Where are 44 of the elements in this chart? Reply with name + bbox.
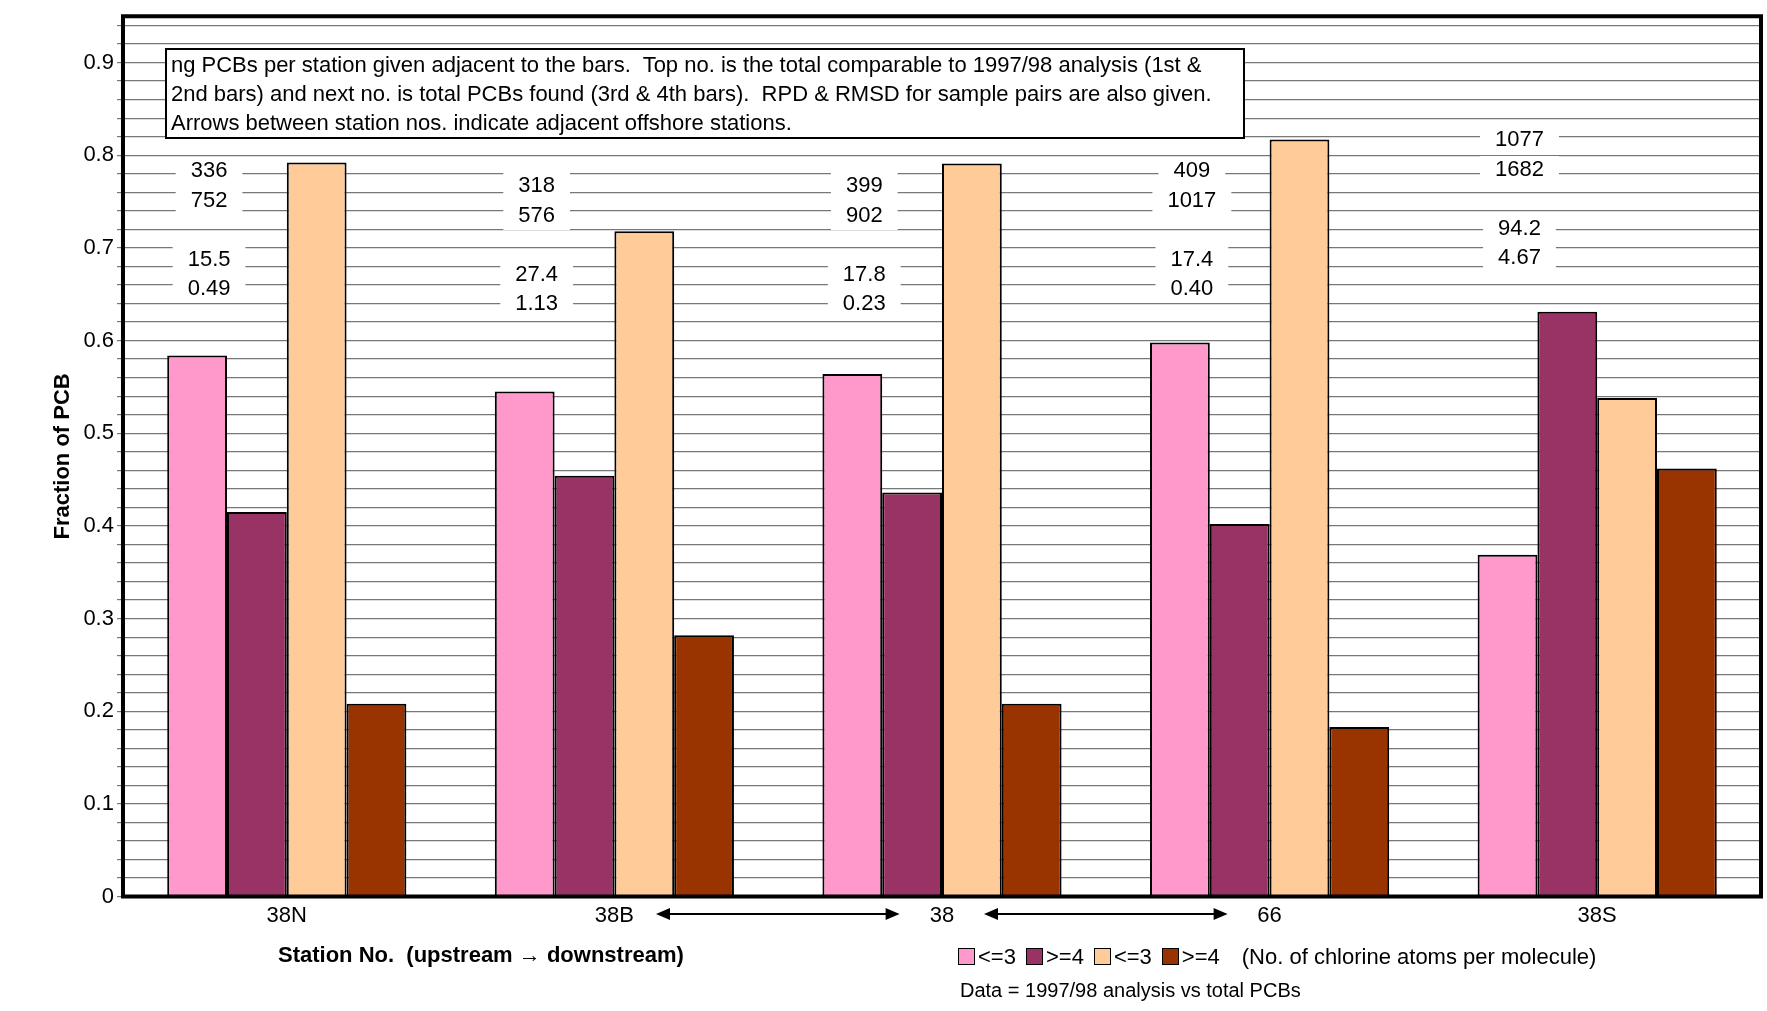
annotation: 17.4 [1170, 246, 1214, 272]
annotation: 336 [190, 157, 228, 183]
x-tick-label: 38B [594, 901, 634, 927]
x-tick-label: 38S [1577, 901, 1617, 927]
annotation: ng PCBs per station given adjacent to the bars. Top no. is the total comparable to 1997/98 analysis (1st & 2nd bars) and next no. is total PCBs found (3rd & 4th bars). RPD & RMSD for sample pairs are also given. Arrows between station nos. indicate adjacent offshore stations. [164, 48, 1245, 140]
annotation: 0.40 [1170, 275, 1214, 301]
annotation: 27.4 [515, 261, 559, 287]
legend-label: <=3 [978, 943, 1016, 970]
y-tick-label: 0.4 [83, 511, 114, 537]
y-axis-title: Fraction of PCB [49, 373, 75, 540]
y-tick-label: 0 [101, 882, 114, 908]
annotation: 15.5 [187, 246, 231, 272]
annotation: 752 [190, 187, 228, 213]
annotation: 409 [1173, 157, 1211, 183]
legend-title: (No. of chlorine atoms per molecule) [1241, 943, 1597, 970]
y-tick-label: 0.5 [83, 419, 114, 445]
annotation: 576 [518, 202, 556, 228]
y-tick-label: 0.8 [83, 141, 114, 167]
x-tick-label: 38N [266, 901, 307, 927]
text: Data = 1997/98 analysis vs total PCBs [960, 978, 1301, 1002]
annotation: 1.13 [515, 290, 559, 316]
x-tick-label: 38 [929, 901, 955, 927]
annotation: 318 [518, 172, 556, 198]
y-tick-label: 0.1 [83, 789, 114, 815]
x-tick-label: 66 [1257, 901, 1282, 927]
annotation: 0.23 [842, 290, 886, 316]
y-tick-label: 0.2 [83, 697, 114, 723]
annotation: 1682 [1495, 156, 1544, 182]
annotation: 94.2 [1498, 215, 1541, 241]
y-tick-label: 0.3 [83, 604, 114, 630]
legend-label: >=4 [1045, 943, 1084, 970]
annotation: 1017 [1167, 187, 1217, 213]
annotation: 902 [845, 202, 883, 228]
annotation: 0.49 [187, 275, 231, 301]
x-axis-title: Station No. (upstream → downstream) [278, 941, 684, 968]
annotation: 17.8 [842, 261, 886, 287]
y-tick-label: 0.9 [83, 48, 114, 74]
annotation: 399 [845, 172, 883, 198]
legend-label: >=4 [1181, 943, 1220, 970]
legend-label: <=3 [1113, 943, 1152, 970]
y-tick-label: 0.7 [83, 233, 114, 259]
y-tick-label: 0.6 [83, 326, 114, 352]
annotation: 4.67 [1498, 244, 1541, 270]
annotation: 1077 [1495, 126, 1544, 152]
